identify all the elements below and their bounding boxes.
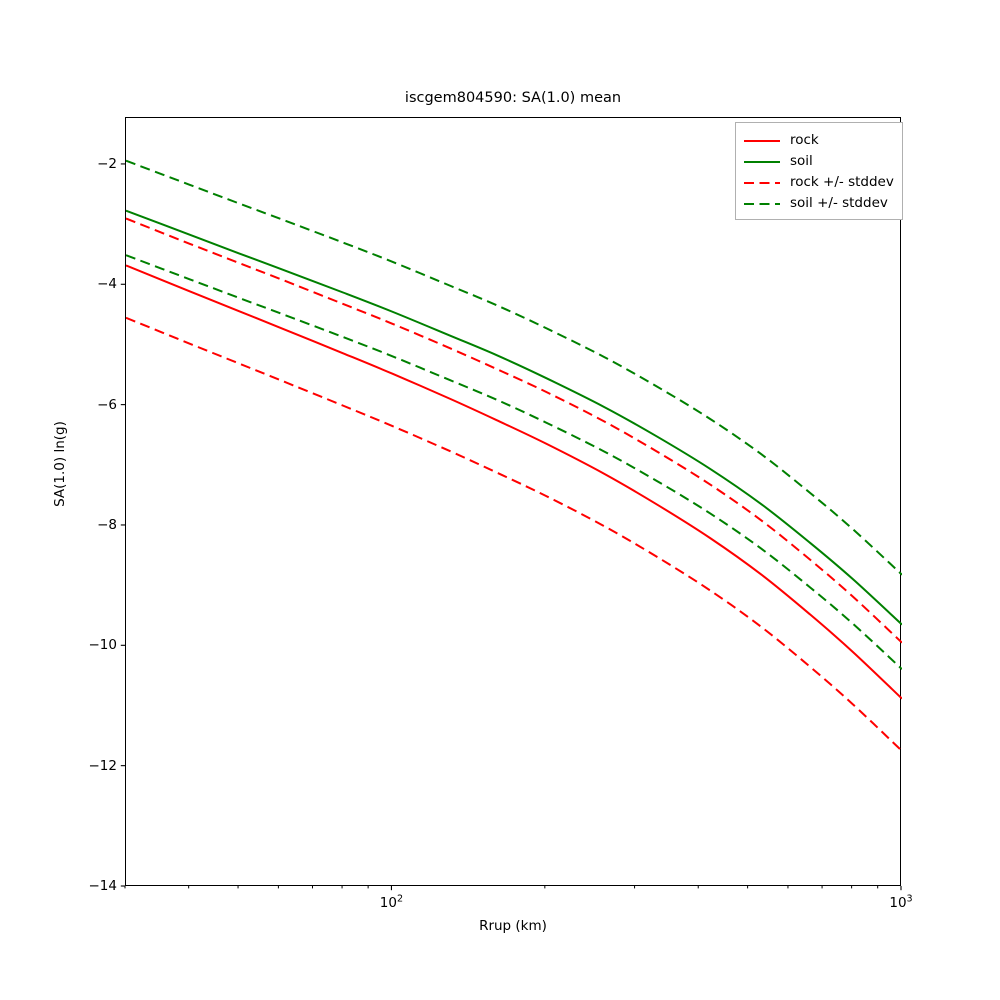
legend-item-label: rock	[790, 131, 819, 148]
series-line	[126, 159, 902, 576]
y-tick-label: −12	[88, 757, 118, 774]
y-axis-label: SA(1.0) ln(g)	[52, 421, 68, 507]
plot-lines	[126, 159, 902, 752]
legend-line-swatch	[743, 133, 781, 147]
legend-item-label: soil +/- stddev	[790, 194, 888, 211]
legend-item-label: soil	[790, 152, 813, 169]
series-line	[126, 209, 902, 626]
legend-item[interactable]: rock	[743, 129, 894, 150]
plot-area	[125, 117, 902, 886]
legend-item[interactable]: rock +/- stddev	[743, 171, 894, 192]
chart-title: iscgem804590: SA(1.0) mean	[404, 90, 622, 106]
legend-line-swatch	[743, 154, 781, 168]
y-tick-label: −14	[88, 878, 118, 894]
y-tick-label: −6	[97, 396, 117, 413]
y-tick-label: −2	[97, 155, 117, 172]
x-tick-label: 103	[889, 893, 913, 911]
legend-line-swatch	[743, 175, 781, 189]
y-tick-label: −10	[88, 637, 118, 654]
legend-item[interactable]: soil	[743, 150, 894, 171]
legend-item-label: rock +/- stddev	[790, 173, 894, 190]
x-tick-label: 102	[379, 893, 404, 911]
y-tick-label: −8	[97, 516, 117, 533]
series-line	[126, 254, 902, 670]
series-line	[126, 217, 902, 644]
legend: rock soil rock +/- stddev soil +/- stddev	[735, 122, 903, 220]
y-tick-label: −4	[97, 276, 117, 293]
legend-item[interactable]: soil +/- stddev	[743, 192, 894, 213]
x-axis-label: Rrup (km)	[479, 918, 547, 934]
series-line	[126, 316, 902, 752]
legend-line-swatch	[743, 196, 781, 210]
series-line	[126, 264, 902, 700]
